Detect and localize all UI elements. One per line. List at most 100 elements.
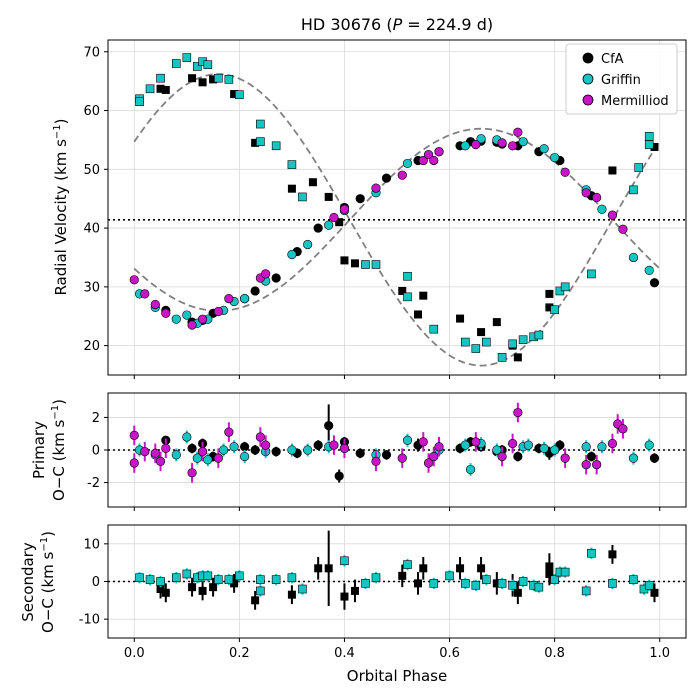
y-tick-label: 40 [83, 222, 100, 237]
primary-residual-point-griffin [402, 435, 413, 445]
primary-residual-point-mermilliod [397, 453, 407, 463]
secondary-point-griffin [471, 344, 481, 353]
secondary-point-griffin [172, 59, 181, 68]
secondary-point-griffin [560, 282, 570, 292]
secondary-point-griffin [482, 337, 491, 347]
primary-point-mermilliod [197, 314, 208, 324]
primary-point-cfa [313, 223, 323, 233]
primary-point-mermilliod [607, 210, 618, 220]
secondary-residual-point-griffin [298, 584, 307, 594]
legend-label-cfa: CfA [601, 52, 624, 67]
primary-residual-point-mermilliod [224, 427, 234, 437]
secondary-point-griffin [550, 305, 559, 315]
primary-residual-point-mermilliod [607, 438, 618, 449]
legend: CfA Griffin Mermilliod [565, 43, 678, 115]
primary-point-griffin [303, 239, 313, 250]
secondary-residual-point-griffin [403, 560, 412, 569]
secondary-residual-point-griffin [608, 579, 617, 588]
primary-residual-point-mermilliod [497, 451, 507, 462]
primary-point-mermilliod [187, 320, 197, 330]
secondary-point-griffin [461, 337, 470, 347]
primary-residual-point-griffin [171, 450, 181, 460]
secondary-residual-point-cfa [456, 564, 465, 573]
secondary-ylabel-line1: Secondary [19, 542, 37, 622]
secondary-point-griffin [508, 339, 517, 349]
secondary-residual-point-griffin [587, 548, 596, 558]
secondary-residual-point-griffin [287, 573, 297, 583]
primary-residual-point-mermilliod [129, 430, 139, 440]
primary-residual-point-mermilliod [155, 456, 166, 467]
secondary-point-cfa [198, 78, 207, 87]
secondary-residual-point-griffin [581, 586, 591, 596]
secondary-residual-panel: -10 0 10 0.0 0.2 0.4 0.6 0.8 1.0 [79, 524, 687, 661]
primary-residual-point-mermilliod [513, 407, 523, 418]
primary-point-griffin [171, 314, 181, 324]
secondary-point-griffin [534, 330, 544, 340]
primary-point-cfa [271, 273, 281, 283]
secondary-residual-point-griffin [214, 575, 223, 584]
primary-point-mermilliod [471, 140, 481, 150]
primary-point-mermilliod [161, 308, 171, 318]
secondary-point-griffin [235, 90, 244, 99]
primary-residual-point-mermilliod [197, 447, 208, 457]
primary-point-mermilliod [423, 150, 434, 160]
primary-point-griffin [402, 158, 413, 169]
primary-residual-point-cfa [187, 443, 197, 453]
primary-residual-point-mermilliod [187, 468, 197, 478]
primary-residual-point-griffin [644, 440, 654, 450]
secondary-point-griffin [497, 353, 507, 362]
primary-point-griffin [518, 137, 528, 147]
primary-residual-point-griffin [581, 442, 591, 452]
secondary-residual-point-griffin [508, 580, 517, 590]
primary-point-griffin [597, 204, 607, 214]
secondary-residual-point-griffin [172, 573, 181, 583]
primary-point-griffin [287, 249, 297, 260]
primary-point-mermilliod [224, 293, 234, 304]
secondary-residual-point-griffin [560, 567, 570, 577]
primary-point-mermilliod [418, 155, 428, 166]
primary-point-mermilliod [213, 306, 223, 317]
secondary-residual-point-cfa [230, 579, 239, 588]
secondary-residual-point-cfa [198, 586, 207, 595]
y-tick-label: 20 [83, 339, 100, 354]
primary-point-griffin [550, 152, 560, 163]
primary-point-mermilliod [497, 138, 507, 148]
secondary-residual-point-griffin [135, 573, 144, 583]
primary-residual-point-cfa [313, 440, 323, 450]
y-tick-label: 0 [92, 575, 100, 590]
primary-point-mermilliod [339, 204, 350, 214]
secondary-residual-point-cfa [287, 590, 296, 599]
primary-residual-point-mermilliod [560, 453, 570, 463]
primary-residual-point-mermilliod [329, 440, 339, 450]
x-tick-label: 0.4 [334, 646, 355, 661]
secondary-point-griffin [587, 269, 596, 279]
primary-point-cfa [381, 173, 392, 183]
secondary-point-cfa [608, 166, 617, 175]
secondary-residual-point-griffin [629, 575, 638, 584]
legend-frame [565, 43, 678, 115]
secondary-point-cfa [156, 84, 165, 93]
secondary-point-griffin [629, 185, 638, 195]
secondary-point-cfa [335, 218, 344, 227]
primary-residual-point-griffin [240, 451, 250, 462]
primary-residual-point-cfa [381, 450, 392, 460]
primary-point-mermilliod [429, 155, 439, 166]
primary-residual-panel: -2 0 2 [87, 392, 687, 511]
secondary-residual-point-griffin [644, 580, 654, 590]
y-tick-label: 30 [83, 280, 100, 295]
secondary-residual-point-cfa [398, 571, 407, 580]
secondary-residual-point-griffin [534, 582, 544, 592]
primary-point-cfa [250, 286, 260, 296]
secondary-residual-point-griffin [256, 575, 265, 584]
primary-residual-point-cfa [240, 442, 250, 452]
primary-residual-point-mermilliod [140, 447, 150, 457]
y-tick-label: 0 [92, 444, 100, 459]
primary-residual-point-mermilliod [429, 451, 439, 462]
primary-point-mermilliod [560, 167, 570, 177]
secondary-point-griffin [193, 62, 202, 71]
panel-frame [107, 524, 687, 639]
secondary-residual-point-griffin [203, 571, 213, 581]
secondary-point-griffin [256, 137, 265, 146]
secondary-residual-point-griffin [497, 579, 507, 588]
